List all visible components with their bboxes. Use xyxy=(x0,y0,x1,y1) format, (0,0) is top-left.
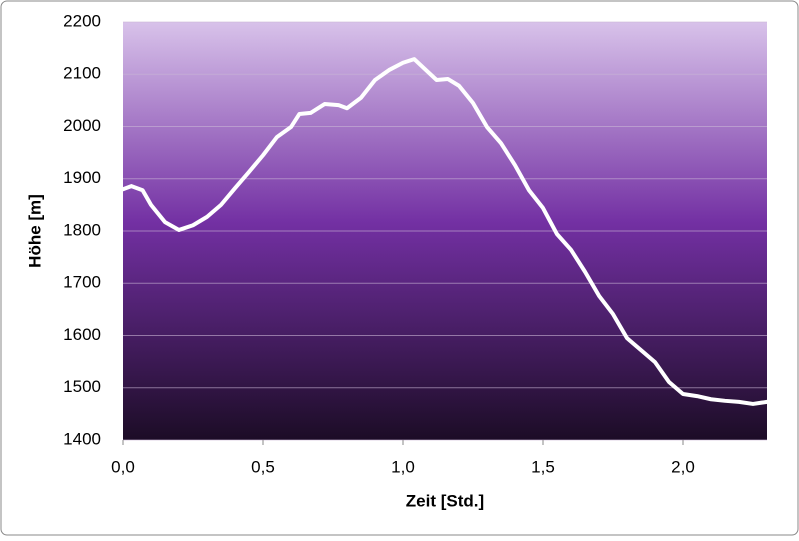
y-tick-label: 1500 xyxy=(63,377,101,396)
y-tick-label: 1900 xyxy=(63,168,101,187)
x-tick-label: 0,5 xyxy=(251,457,275,476)
x-tick-label: 2,0 xyxy=(671,457,695,476)
line-series xyxy=(121,57,769,406)
x-tick-label: 1,5 xyxy=(531,457,555,476)
y-tick-label: 1700 xyxy=(63,273,101,292)
y-axis-label: Höhe [m] xyxy=(25,194,44,268)
y-tick-label: 1600 xyxy=(63,325,101,344)
x-axis-label: Zeit [Std.] xyxy=(406,491,484,510)
y-tick-label: 1800 xyxy=(63,220,101,239)
y-tick-label: 1400 xyxy=(63,429,101,448)
y-tick-label: 2200 xyxy=(63,11,101,30)
y-tick-label: 2000 xyxy=(63,116,101,135)
y-tick-label: 2100 xyxy=(63,64,101,83)
x-tick-label: 1,0 xyxy=(391,457,415,476)
x-tick-label: 0,0 xyxy=(111,457,135,476)
